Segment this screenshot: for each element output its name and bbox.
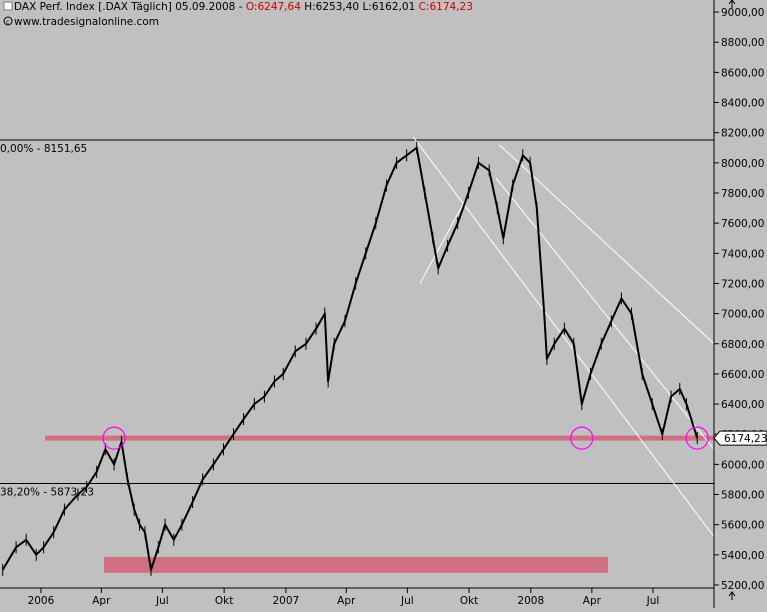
y-tick-label: 6600,00	[721, 369, 764, 381]
svg-text:DAX Perf. Index [.DAX Täglich: DAX Perf. Index [.DAX Täglich] 05.09.200…	[14, 1, 473, 13]
copyright-icon	[3, 16, 13, 26]
x-tick-label: Okt	[460, 595, 478, 607]
x-tick-label: 2008	[517, 595, 544, 607]
y-tick-label: 6000,00	[721, 459, 764, 471]
y-tick-label: 7200,00	[721, 278, 764, 290]
y-tick-label: 8600,00	[721, 67, 764, 79]
y-tick-label: 7000,00	[721, 309, 764, 321]
last-value-label: 6174,23	[724, 433, 767, 445]
chart-menu-icon[interactable]	[3, 1, 13, 11]
x-tick-label: Apr	[92, 595, 111, 607]
y-tick-label: 6800,00	[721, 339, 764, 351]
close-value: C:6174,23	[419, 1, 473, 13]
y-tick-label: 7600,00	[721, 218, 764, 230]
support-zone-rect	[104, 557, 608, 573]
x-tick-label: 2007	[273, 595, 300, 607]
low-value: L:6162,01	[362, 1, 415, 13]
y-tick-label: 9000,00	[721, 7, 764, 19]
y-tick-label: 5200,00	[721, 580, 764, 592]
y-tick-label: 8800,00	[721, 37, 764, 49]
trend-channel-line	[498, 144, 715, 345]
last-value-box	[713, 430, 767, 446]
x-tick-label: Apr	[583, 595, 602, 607]
x-tick-label: Jul	[155, 595, 169, 607]
fibonacci-level-label: 0,00% - 8151,65	[0, 143, 87, 155]
support-line	[45, 435, 714, 441]
x-tick-label: Jul	[646, 595, 660, 607]
website-label: www.tradesignalonline.com	[14, 16, 159, 28]
chart-title: DAX Perf. Index [.DAX Täglich] 05.09.200…	[14, 1, 235, 13]
y-tick-label: 7400,00	[721, 248, 764, 260]
y-tick-label: 6400,00	[721, 399, 764, 411]
y-tick-label: 5400,00	[721, 550, 764, 562]
highlight-circle	[102, 426, 126, 450]
trend-channel-line	[495, 177, 715, 450]
highlight-circle	[570, 426, 594, 450]
highlight-circle	[685, 426, 709, 450]
svg-text:c: c	[6, 19, 9, 26]
x-tick-label: Apr	[337, 595, 356, 607]
trend-channel-line	[419, 200, 466, 284]
high-value: H:6253,40	[304, 1, 359, 13]
x-tick-label: Okt	[215, 595, 233, 607]
x-tick-label: 2006	[28, 595, 55, 607]
y-tick-label: 5800,00	[721, 490, 764, 502]
y-tick-label: 8400,00	[721, 98, 764, 110]
y-tick-label: 8000,00	[721, 158, 764, 170]
open-value: O:6247,64	[246, 1, 301, 13]
y-tick-label: 8200,00	[721, 128, 764, 140]
y-tick-label: 7800,00	[721, 188, 764, 200]
x-tick-label: Jul	[400, 595, 414, 607]
scroll-arrow-icon[interactable]	[728, 591, 736, 600]
y-tick-label: 5600,00	[721, 520, 764, 532]
fibonacci-level-label: 38,20% - 5873,23	[0, 486, 94, 498]
price-series-line	[1, 146, 699, 571]
scroll-up-arrow-icon[interactable]	[728, 0, 736, 8]
